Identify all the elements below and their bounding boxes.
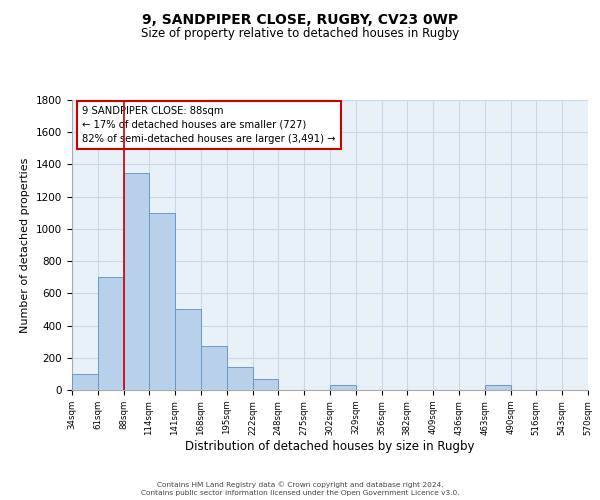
Bar: [330, 385, 356, 390]
Bar: [98, 277, 124, 390]
Text: Size of property relative to detached houses in Rugby: Size of property relative to detached ho…: [141, 28, 459, 40]
Text: 9, SANDPIPER CLOSE, RUGBY, CV23 0WP: 9, SANDPIPER CLOSE, RUGBY, CV23 0WP: [142, 12, 458, 26]
Bar: [253, 378, 278, 390]
Text: Contains HM Land Registry data © Crown copyright and database right 2024.: Contains HM Land Registry data © Crown c…: [157, 481, 443, 488]
Y-axis label: Number of detached properties: Number of detached properties: [20, 158, 31, 332]
Text: Contains public sector information licensed under the Open Government Licence v3: Contains public sector information licen…: [140, 490, 460, 496]
X-axis label: Distribution of detached houses by size in Rugby: Distribution of detached houses by size …: [185, 440, 475, 453]
Bar: [485, 385, 511, 390]
Bar: [227, 368, 253, 390]
Text: 9 SANDPIPER CLOSE: 88sqm
← 17% of detached houses are smaller (727)
82% of semi-: 9 SANDPIPER CLOSE: 88sqm ← 17% of detach…: [82, 106, 336, 144]
Bar: [72, 374, 98, 390]
Bar: [175, 310, 201, 390]
Bar: [149, 213, 175, 390]
Bar: [124, 172, 149, 390]
Bar: [201, 346, 227, 390]
